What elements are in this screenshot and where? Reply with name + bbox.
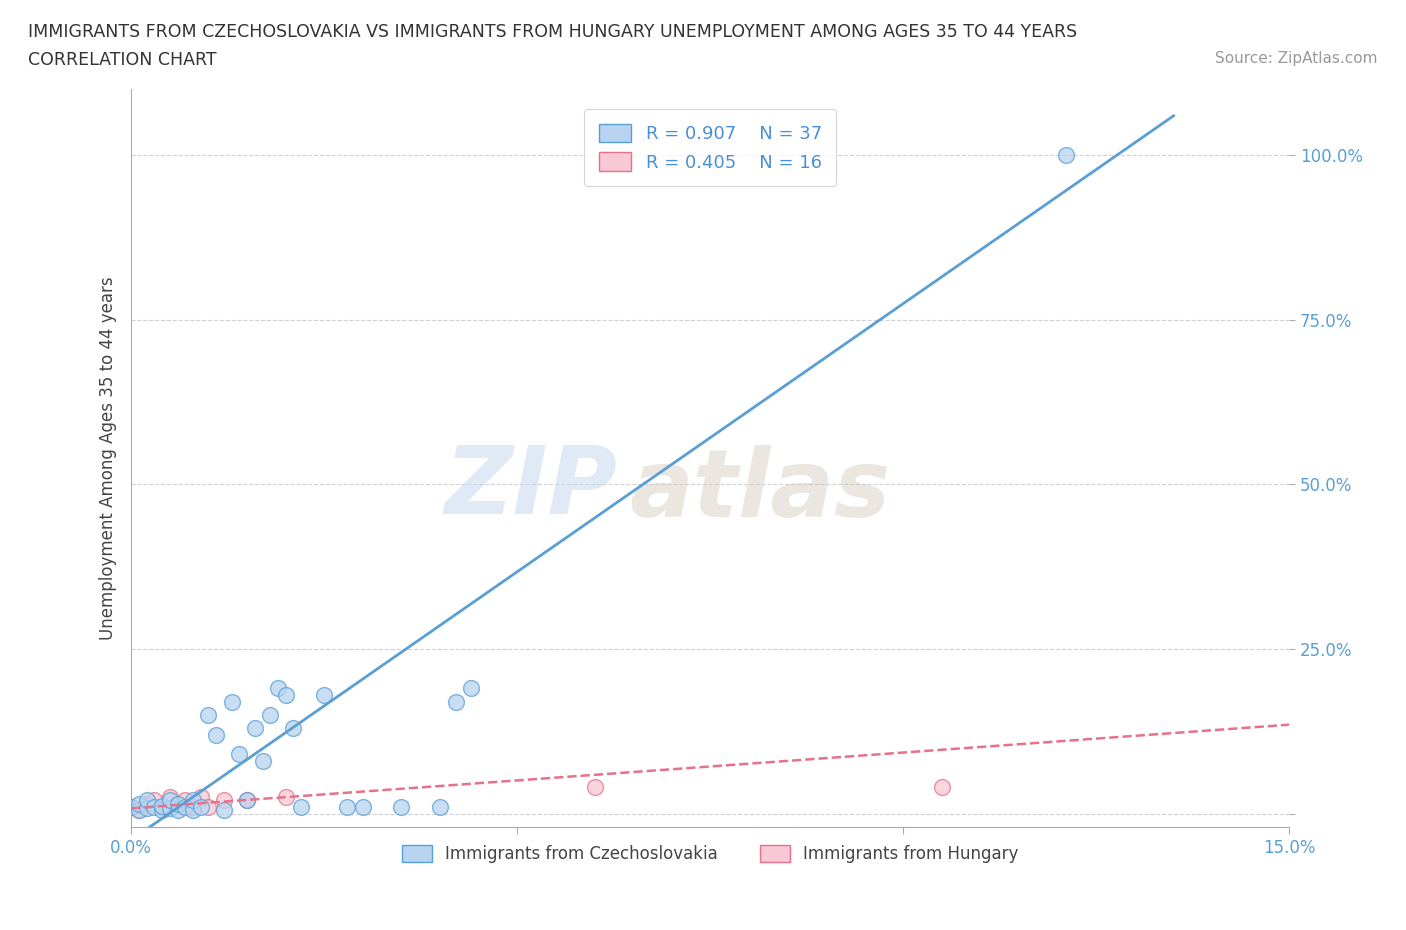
- Point: [236, 793, 259, 808]
- Point: [143, 800, 166, 815]
- Point: [143, 793, 166, 808]
- Point: [190, 790, 212, 804]
- Point: [314, 687, 336, 702]
- Point: [391, 800, 413, 815]
- Point: [336, 800, 359, 815]
- Point: [181, 803, 204, 817]
- Legend: Immigrants from Czechoslovakia, Immigrants from Hungary: Immigrants from Czechoslovakia, Immigran…: [395, 839, 1025, 870]
- Point: [274, 687, 297, 702]
- Text: IMMIGRANTS FROM CZECHOSLOVAKIA VS IMMIGRANTS FROM HUNGARY UNEMPLOYMENT AMONG AGE: IMMIGRANTS FROM CZECHOSLOVAKIA VS IMMIGR…: [28, 23, 1077, 41]
- Point: [444, 694, 467, 709]
- Point: [166, 796, 188, 811]
- Text: Source: ZipAtlas.com: Source: ZipAtlas.com: [1215, 51, 1378, 66]
- Point: [159, 790, 181, 804]
- Point: [135, 801, 157, 816]
- Point: [120, 800, 142, 815]
- Text: ZIP: ZIP: [444, 442, 617, 534]
- Point: [197, 708, 219, 723]
- Point: [174, 793, 197, 808]
- Point: [583, 779, 606, 794]
- Point: [159, 793, 181, 808]
- Point: [283, 721, 305, 736]
- Point: [259, 708, 281, 723]
- Point: [931, 779, 953, 794]
- Point: [128, 803, 150, 817]
- Point: [150, 803, 173, 817]
- Text: atlas: atlas: [630, 445, 890, 538]
- Text: CORRELATION CHART: CORRELATION CHART: [28, 51, 217, 69]
- Point: [166, 803, 188, 817]
- Point: [212, 793, 235, 808]
- Point: [236, 793, 259, 808]
- Point: [135, 796, 157, 811]
- Point: [221, 694, 243, 709]
- Point: [181, 800, 204, 815]
- Point: [1054, 148, 1077, 163]
- Point: [150, 798, 173, 813]
- Point: [290, 800, 312, 815]
- Point: [212, 803, 235, 817]
- Point: [429, 800, 451, 815]
- Point: [228, 747, 250, 762]
- Point: [150, 800, 173, 815]
- Y-axis label: Unemployment Among Ages 35 to 44 years: Unemployment Among Ages 35 to 44 years: [100, 276, 117, 640]
- Point: [128, 796, 150, 811]
- Point: [267, 681, 290, 696]
- Point: [120, 800, 142, 815]
- Point: [159, 801, 181, 816]
- Point: [252, 753, 274, 768]
- Point: [135, 793, 157, 808]
- Point: [190, 800, 212, 815]
- Point: [181, 793, 204, 808]
- Point: [174, 800, 197, 815]
- Point: [197, 800, 219, 815]
- Point: [352, 800, 374, 815]
- Point: [460, 681, 482, 696]
- Point: [166, 796, 188, 811]
- Point: [205, 727, 228, 742]
- Point: [128, 803, 150, 817]
- Point: [243, 721, 266, 736]
- Point: [274, 790, 297, 804]
